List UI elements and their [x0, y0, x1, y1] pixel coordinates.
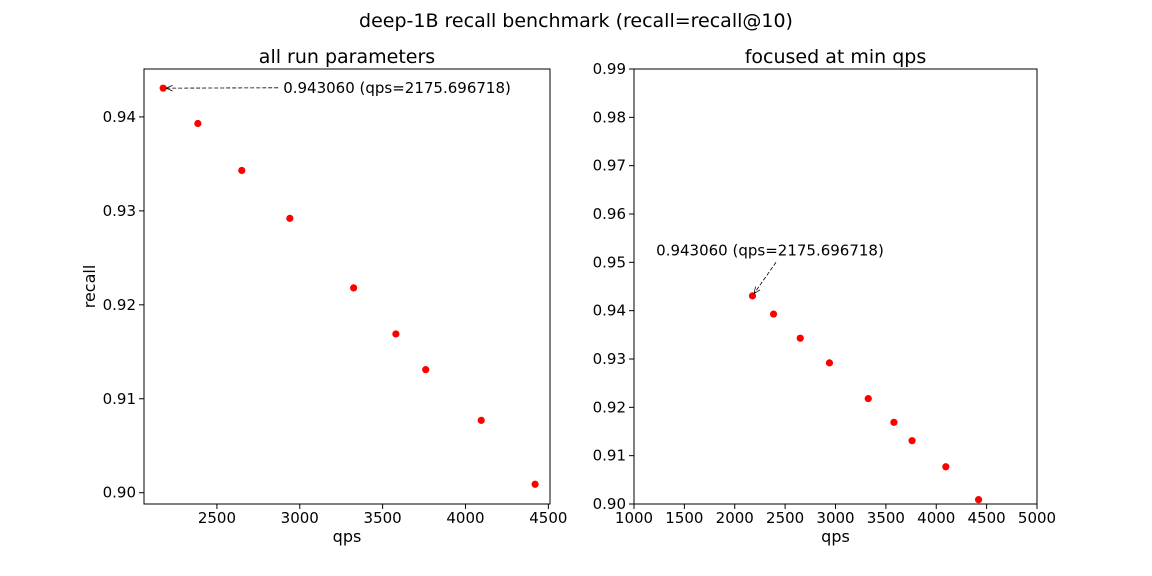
- data-point: [422, 366, 430, 374]
- subplot-title: all run parameters: [259, 46, 435, 68]
- y-tick-label: 0.92: [593, 398, 626, 416]
- x-tick-label: 4000: [446, 509, 484, 527]
- data-point: [238, 166, 246, 175]
- plot-frame: [143, 68, 551, 505]
- y-axis-label: recall: [80, 265, 99, 309]
- y-tick-label: 0.93: [103, 202, 136, 220]
- y-tick-label: 0.91: [103, 390, 136, 408]
- x-tick-label: 4500: [968, 509, 1006, 527]
- data-point: [825, 359, 834, 367]
- data-point: [769, 310, 778, 318]
- data-point: [890, 418, 898, 426]
- x-tick-label: 3500: [867, 509, 905, 527]
- y-tick-label: 0.94: [103, 108, 136, 126]
- data-point: [942, 463, 950, 471]
- annotation-text: 0.943060 (qps=2175.696718): [656, 241, 884, 259]
- x-tick-label: 2000: [716, 509, 754, 527]
- x-axis-label: qps: [333, 527, 362, 546]
- data-point: [974, 496, 983, 504]
- figure-title: deep-1B recall benchmark (recall=recall@…: [359, 10, 793, 32]
- y-tick-label: 0.96: [593, 205, 626, 223]
- y-tick-label: 0.90: [103, 484, 136, 502]
- right-scatter-plot: focused at min qps 1000 1500 2000 2500 3000 35…: [593, 46, 1057, 546]
- x-tick-label: 3500: [364, 509, 402, 527]
- x-tick-label: 2500: [198, 509, 236, 527]
- data-point: [748, 292, 757, 300]
- y-tick-label: 0.93: [593, 350, 626, 368]
- data-point: [864, 395, 872, 403]
- annotation-arrow: [754, 262, 777, 293]
- y-tick-label: 0.98: [593, 108, 626, 126]
- data-point: [908, 437, 916, 445]
- y-tick-label: 0.95: [593, 253, 626, 271]
- y-tick-label: 0.97: [593, 157, 626, 175]
- x-tick-label: 4000: [917, 509, 955, 527]
- x-tick-label: 3000: [816, 509, 854, 527]
- y-tick-label: 0.94: [593, 302, 626, 320]
- data-point: [159, 84, 167, 92]
- data-point: [350, 284, 358, 292]
- x-tick-label: 5000: [1018, 509, 1056, 527]
- x-tick-label: 1000: [615, 509, 653, 527]
- data-point: [194, 119, 202, 128]
- data-point: [477, 416, 485, 424]
- data-point: [392, 330, 400, 338]
- data-point: [286, 214, 294, 222]
- data-point: [796, 334, 804, 342]
- x-tick-label: 1500: [665, 509, 703, 527]
- y-tick-label: 0.92: [103, 296, 136, 314]
- annotation-text: 0.943060 (qps=2175.696718): [283, 79, 511, 97]
- subplot-title: focused at min qps: [745, 46, 927, 68]
- plot-frame: [633, 68, 1038, 505]
- x-axis-label: qps: [821, 527, 850, 546]
- data-point: [531, 480, 539, 488]
- y-tick-label: 0.99: [593, 60, 626, 78]
- x-tick-label: 4500: [529, 509, 567, 527]
- x-tick-label: 2500: [766, 509, 804, 527]
- left-scatter-plot: all run parameters 2500 3000 3500 4000 4500 0.…: [80, 46, 567, 546]
- y-tick-label: 0.91: [593, 447, 626, 465]
- x-tick-label: 3000: [281, 509, 319, 527]
- y-tick-label: 0.90: [593, 495, 626, 513]
